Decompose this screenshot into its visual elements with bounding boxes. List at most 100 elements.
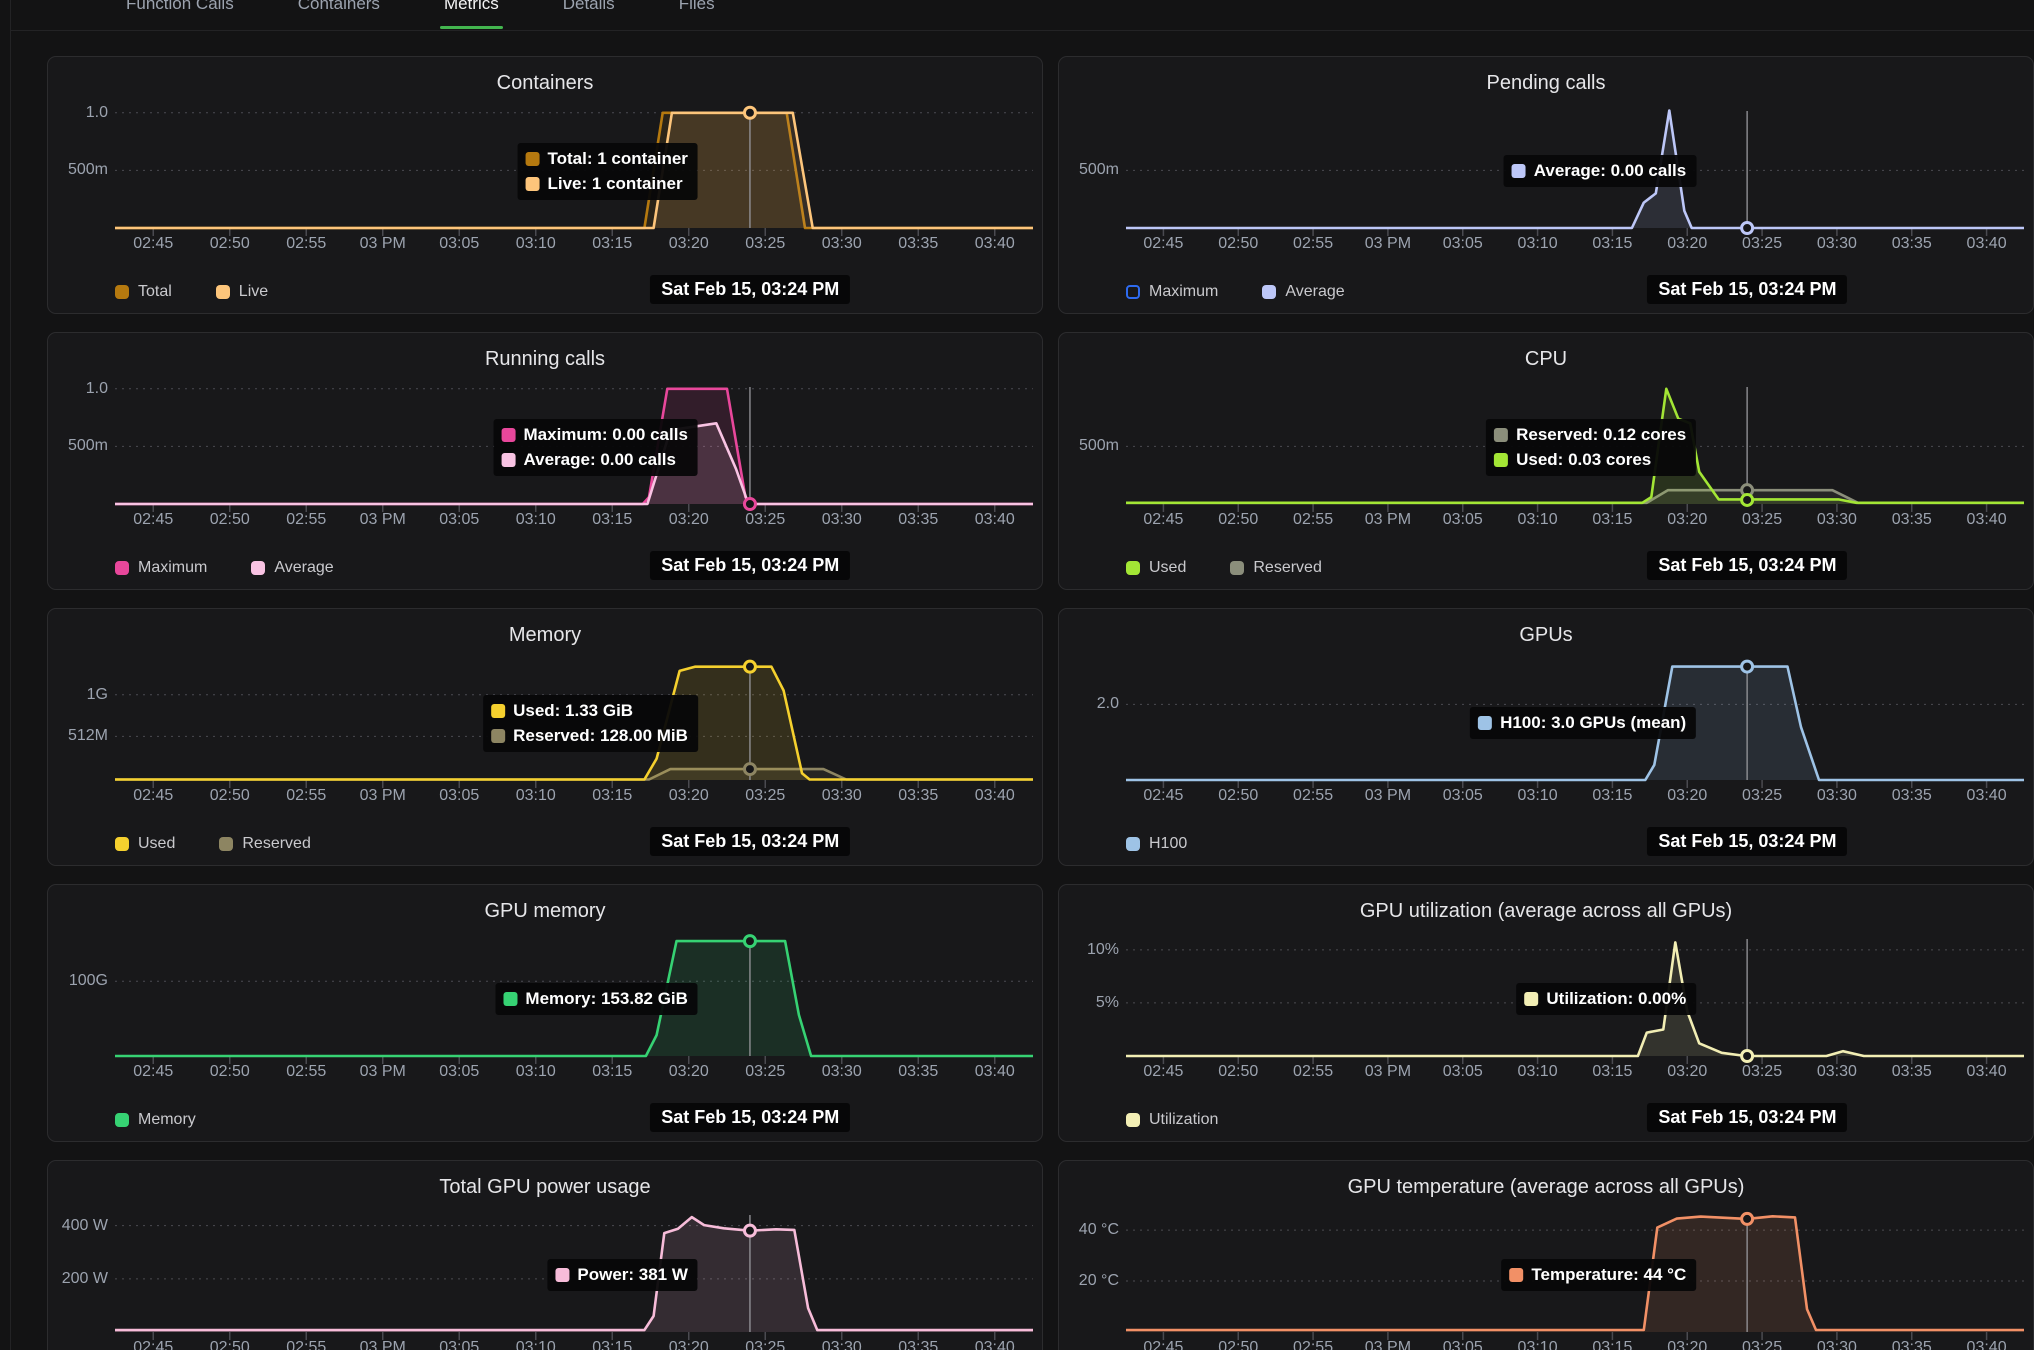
chart-title: Total GPU power usage xyxy=(439,1176,651,1198)
y-axis-label: 40 °C xyxy=(1078,1221,1119,1239)
plot-area[interactable]: Memory: 153.82 GiB Sat Feb 15, 03:24 PM xyxy=(115,931,1033,1132)
x-axis-label: 03:05 xyxy=(1442,1339,1483,1350)
tab-containers[interactable]: Containers xyxy=(298,0,380,30)
series-swatch-icon xyxy=(491,729,506,743)
legend-item-maximum[interactable]: Maximum xyxy=(1126,283,1218,301)
plot-area[interactable]: Average: 0.00 calls Sat Feb 15, 03:24 PM xyxy=(1126,103,2024,304)
x-axis-label: 03:25 xyxy=(1742,1063,1783,1080)
x-axis-label: 03:05 xyxy=(439,511,480,528)
tab-label: Details xyxy=(562,0,615,13)
tooltip-row: H100: 3.0 GPUs (mean) xyxy=(1478,713,1686,733)
x-axis-label: 02:50 xyxy=(209,1339,250,1350)
legend-swatch-icon xyxy=(1230,561,1245,575)
x-axis-label: 03:15 xyxy=(1592,511,1633,528)
legend-item-h100[interactable]: H100 xyxy=(1126,835,1187,853)
x-axis-label: 03:40 xyxy=(974,235,1015,252)
y-axis: 400 W 200 W xyxy=(48,1161,108,1350)
x-axis-label: 03:10 xyxy=(515,511,556,528)
legend-swatch-icon xyxy=(1262,285,1277,299)
chart-title: GPU utilization (average across all GPUs… xyxy=(1359,900,1733,922)
legend-item-average[interactable]: Average xyxy=(1262,283,1345,301)
date-tooltip: Sat Feb 15, 03:24 PM xyxy=(650,827,851,856)
legend-label: Used xyxy=(138,835,176,852)
legend-item-used[interactable]: Used xyxy=(1126,559,1186,577)
legend-item-memory[interactable]: Memory xyxy=(115,1111,196,1129)
legend-item-reserved[interactable]: Reserved xyxy=(219,835,311,853)
y-axis-label: 1G xyxy=(86,685,108,703)
plot-area[interactable]: Maximum: 0.00 calls Average: 0.00 calls Sa… xyxy=(115,379,1033,580)
x-axis-label: 03:30 xyxy=(1816,1339,1857,1350)
plot-area[interactable]: H100: 3.0 GPUs (mean) Sat Feb 15, 03:24 P… xyxy=(1126,655,2024,856)
chart-title: GPU temperature (average across all GPUs… xyxy=(1347,1176,1745,1198)
tooltip-text: Maximum: 0.00 calls xyxy=(523,425,688,444)
chart-svg xyxy=(1126,659,2024,788)
value-tooltip: H100: 3.0 GPUs (mean) xyxy=(1470,707,1697,739)
x-axis-label: 03:20 xyxy=(1667,235,1708,252)
tooltip-text: Total: 1 container xyxy=(547,149,688,168)
x-axis-labels: 02:45 02:50 02:55 03 PM 03:05 03:10 03:15 03:20… xyxy=(1126,1339,2024,1350)
plot-area[interactable]: Power: 381 WSat Feb 15, 03:24 PM xyxy=(115,1207,1033,1341)
legend-item-total[interactable]: Total xyxy=(115,283,172,301)
series-line-power xyxy=(115,1215,1033,1332)
legend-item-reserved[interactable]: Reserved xyxy=(1230,559,1322,577)
x-axis-label: 03:35 xyxy=(898,511,939,528)
series-swatch-icon xyxy=(1494,428,1509,442)
value-tooltip: Memory: 153.82 GiB xyxy=(495,983,698,1015)
tooltip-row: Reserved: 128.00 MiB xyxy=(491,726,688,746)
chart-svg xyxy=(115,105,1033,236)
chart-legend: Used Reserved xyxy=(115,835,311,853)
chart-card-cpu: CPU 500m Reserved: 0.12 cores Used: 0.03 co… xyxy=(1058,332,2034,590)
tab-details[interactable]: Details xyxy=(562,0,615,30)
x-axis-label: 03:30 xyxy=(821,235,862,252)
chart-legend: Memory xyxy=(115,1111,196,1129)
hover-marker xyxy=(1740,1211,1755,1226)
tooltip-row: Memory: 153.82 GiB xyxy=(503,989,688,1009)
legend-item-live[interactable]: Live xyxy=(215,283,268,301)
x-axis-label: 03:15 xyxy=(592,1063,633,1080)
chart-title: GPU memory xyxy=(484,900,606,922)
x-axis-label: 02:55 xyxy=(1293,511,1334,528)
y-axis-label: 20 °C xyxy=(1078,1272,1119,1290)
tab-files[interactable]: Files xyxy=(678,0,715,30)
legend-item-used[interactable]: Used xyxy=(115,835,175,853)
x-axis-label: 03:35 xyxy=(1891,511,1932,528)
x-axis-label: 02:55 xyxy=(286,1063,327,1080)
series-area-live xyxy=(115,112,1033,228)
x-axis-labels: 02:45 02:50 02:55 03 PM 03:05 03:10 03:15 03:20… xyxy=(1126,787,2024,809)
x-axis-label: 02:45 xyxy=(1143,235,1184,252)
hover-marker xyxy=(742,659,757,674)
legend-item-utilization[interactable]: Utilization xyxy=(1126,1111,1218,1129)
legend-item-average[interactable]: Average xyxy=(251,559,334,577)
x-axis-label: 03:30 xyxy=(1816,787,1857,804)
y-axis-label: 5% xyxy=(1095,993,1119,1011)
x-axis-label: 02:55 xyxy=(286,235,327,252)
x-axis-label: 03 PM xyxy=(1364,511,1412,528)
plot-area[interactable]: Utilization: 0.00% Sat Feb 15, 03:24 PM xyxy=(1126,931,2024,1132)
x-axis-label: 02:55 xyxy=(286,787,327,804)
date-tooltip: Sat Feb 15, 03:24 PM xyxy=(1647,1103,1848,1132)
date-tooltip: Sat Feb 15, 03:24 PM xyxy=(1647,827,1848,856)
x-axis-label: 02:50 xyxy=(1218,787,1259,804)
plot-area[interactable]: Total: 1 container Live: 1 container Sat F… xyxy=(115,103,1033,304)
tab-label: Metrics xyxy=(443,0,499,13)
chart-title: Containers xyxy=(496,72,594,94)
plot-area[interactable]: Reserved: 0.12 cores Used: 0.03 cores Sat … xyxy=(1126,379,2024,580)
plot-area[interactable]: Used: 1.33 GiB Reserved: 128.00 MiB Sat Fe… xyxy=(115,655,1033,856)
tab-label: Files xyxy=(678,0,715,13)
x-axis-labels: 02:45 02:50 02:55 03 PM 03:05 03:10 03:15 03:20… xyxy=(115,1339,1033,1350)
x-axis-label: 03:05 xyxy=(439,1063,480,1080)
tab-function-calls[interactable]: Function Calls xyxy=(126,0,234,30)
series-area-temperature xyxy=(1126,1216,2024,1332)
legend-item-maximum[interactable]: Maximum xyxy=(115,559,207,577)
x-axis-label: 03:25 xyxy=(745,787,786,804)
tab-metrics[interactable]: Metrics xyxy=(439,0,503,30)
x-axis-label: 03 PM xyxy=(359,1063,406,1080)
plot-area[interactable]: Temperature: 44 °CSat Feb 15, 03:24 PM xyxy=(1126,1207,2024,1341)
y-axis-label: 200 W xyxy=(61,1269,108,1287)
x-axis-label: 02:45 xyxy=(133,511,174,528)
tooltip-text: Used: 0.03 cores xyxy=(1516,450,1652,469)
chart-title: GPUs xyxy=(1519,624,1573,646)
y-axis: 1G 512M xyxy=(48,609,108,865)
tooltip-text: Utilization: 0.00% xyxy=(1546,989,1687,1008)
chart-card-containers: Containers 1.0 500m Total: 1 container Live:… xyxy=(47,56,1043,314)
